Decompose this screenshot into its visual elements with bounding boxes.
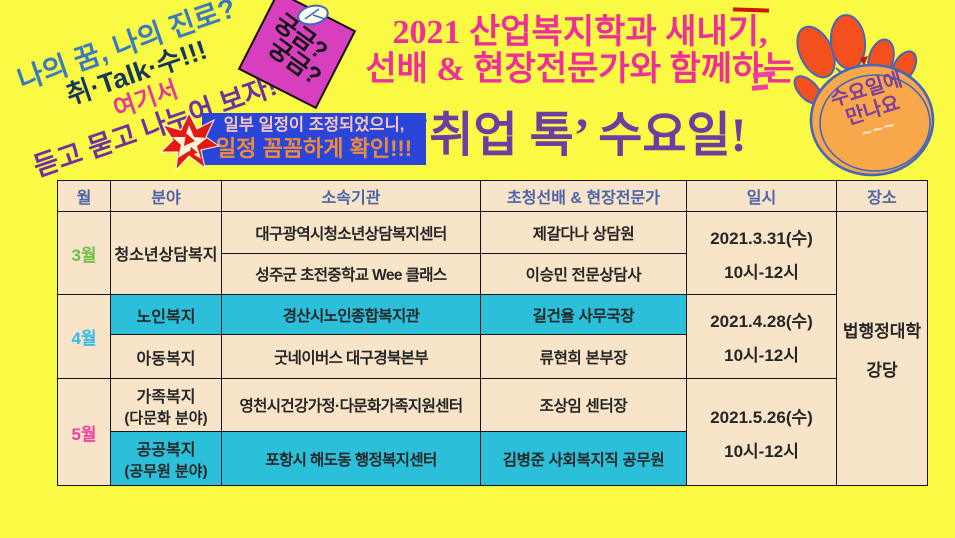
table-row: 아동복지 굿네이버스 대구경북본부 류현희 본부장 xyxy=(58,334,928,379)
field-cell: 청소년상담복지 xyxy=(110,211,222,295)
balloon-doodle-icon xyxy=(793,14,935,177)
field-cell: 아동복지 xyxy=(110,334,222,379)
datetime-cell: 2021.5.26(수) 10시-12시 xyxy=(686,378,837,486)
notice-banner: 일부 일정이 조정되었으니, 일정 꼼꼼하게 확인!!! xyxy=(202,113,426,165)
table-row: 3월 청소년상담복지 대구광역시청소년상담복지센터 제갈다나 상담원 2021.… xyxy=(57,211,928,486)
org-cell: 대구광역시청소년상담복지센터 xyxy=(221,211,481,254)
field-cell: 가족복지 (다문화 분야) xyxy=(110,378,222,432)
month-may: 5월 xyxy=(57,378,111,486)
title-line1: 2021 산업복지학과 새내기, xyxy=(392,14,768,51)
org-cell: 영천시건강가정·다문화가족지원센터 xyxy=(221,378,481,432)
header-field: 분야 xyxy=(110,180,222,212)
star-burst-icon xyxy=(159,111,220,172)
org-cell: 경산시노인종합복지관 xyxy=(221,294,481,335)
red-dash-decoration xyxy=(732,7,770,13)
table-row: 성주군 초전중학교 Wee 클래스 이승민 전문상담사 xyxy=(58,253,928,295)
header-guest: 초청선배 & 현장전문가 xyxy=(480,180,687,212)
guest-cell: 김병준 사회복지직 공무원 xyxy=(480,431,687,486)
guest-cell: 류현희 본부장 xyxy=(480,334,687,379)
venue-line1: 법행정대학 xyxy=(842,321,922,341)
time-text: 10시-12시 xyxy=(724,262,799,282)
table-row: 4월 노인복지 경산시노인종합복지관 길건율 사무국장 2021.4.28(수)… xyxy=(57,294,928,379)
header-organization: 소속기관 xyxy=(221,180,481,212)
datetime-cell: 2021.3.31(수) 10시-12시 xyxy=(686,211,837,295)
field-cell: 공공복지 (공무원 분야) xyxy=(110,431,222,486)
field-sub: (다문화 분야) xyxy=(124,409,208,427)
table-header-row: 월 분야 소속기관 초청선배 & 현장전문가 일시 장소 xyxy=(57,180,928,212)
table-row: 5월 가족복지 (다문화 분야) 영천시건강가정·다문화가족지원센터 조상임 센… xyxy=(57,378,928,486)
schedule-table: 월 분야 소속기관 초청선배 & 현장전문가 일시 장소 3월 청소년상담복지 … xyxy=(57,180,928,486)
guest-cell: 조상임 센터장 xyxy=(480,378,687,432)
date-text: 2021.4.28(수) xyxy=(710,312,813,331)
org-cell: 포항시 해도동 행정복지센터 xyxy=(221,431,481,486)
guest-cell: 길건율 사무국장 xyxy=(480,294,687,335)
date-text: 2021.3.31(수) xyxy=(710,228,813,248)
title-line2: 선배 & 현장전문가와 함께하는 xyxy=(365,51,795,89)
title-line3: ‘취업 톡’ 수요일! xyxy=(413,108,747,162)
field-sub: (공무원 분야) xyxy=(124,463,208,480)
field-cell: 노인복지 xyxy=(110,294,222,335)
guest-cell: 이승민 전문상담사 xyxy=(480,253,687,295)
notice-line2: 일정 꼼꼼하게 확인!!! xyxy=(215,135,413,161)
field-main: 공공복지 xyxy=(136,442,196,459)
header-datetime: 일시 xyxy=(686,180,837,212)
time-text: 10시-12시 xyxy=(724,441,799,461)
time-text: 10시-12시 xyxy=(724,346,799,365)
org-cell: 굿네이버스 대구경북본부 xyxy=(221,334,481,379)
month-march: 3월 xyxy=(57,211,111,295)
table-row: 공공복지 (공무원 분야) 포항시 해도동 행정복지센터 김병준 사회복지직 공… xyxy=(58,431,928,486)
notice-line1: 일부 일정이 조정되었으니, xyxy=(223,116,405,134)
field-main: 가족복지 xyxy=(136,388,196,406)
venue-line2: 강당 xyxy=(866,360,898,380)
org-cell: 성주군 초전중학교 Wee 클래스 xyxy=(221,253,481,295)
note-clip-icon xyxy=(297,4,329,26)
main-title: 2021 산업복지학과 새내기, 선배 & 현장전문가와 함께하는 ‘취업 톡’… xyxy=(355,14,805,165)
header-venue: 장소 xyxy=(836,180,928,212)
wednesday-balloon: 수요일에 만나요 ~~~ xyxy=(778,12,950,180)
header-month: 월 xyxy=(57,180,111,212)
guest-cell: 제갈다나 상담원 xyxy=(480,211,687,254)
venue-cell: 법행정대학 강당 xyxy=(836,211,928,486)
datetime-cell: 2021.4.28(수) 10시-12시 xyxy=(686,294,837,379)
date-text: 2021.5.26(수) xyxy=(710,407,813,427)
month-april: 4월 xyxy=(57,294,111,379)
